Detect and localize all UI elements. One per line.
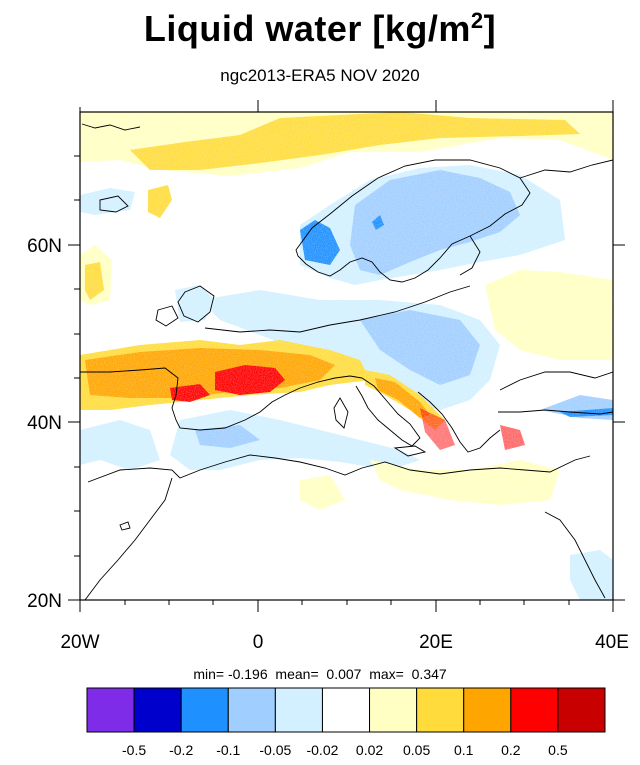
colorbar-swatch [557,687,606,733]
stat-min: -0.196 [227,666,268,682]
stats-line: min= -0.196 mean= 0.007 max= 0.347 [193,666,447,682]
colorbar: -0.5 -0.2 -0.1 -0.05 -0.02 0.02 0.05 0.1 0.2 0.5 [86,687,606,758]
colorbar-label: -0.02 [306,742,338,758]
colorbar-swatch [510,687,559,733]
x-tick-label-0: 0 [253,632,264,653]
y-tick-label-20n: 20N [27,591,62,612]
colorbar-label: -0.5 [122,742,146,758]
colorbar-swatch [227,687,276,733]
x-tick-label-40e: 40E [595,632,629,653]
colorbar-swatch [463,687,512,733]
stat-mean: 0.007 [326,666,362,682]
x-tick-label-20w: 20W [60,632,99,653]
colorbar-swatch [274,687,323,733]
colorbar-swatch [180,687,229,733]
colorbar-swatch [321,687,371,733]
map-subtitle: ngc2013-ERA5 NOV 2020 [220,66,420,85]
colorbar-swatch [86,687,135,733]
liquid-water-field [80,112,613,600]
colorbar-label: -0.1 [216,742,240,758]
colorbar-label: 0.02 [356,742,383,758]
colorbar-label: -0.05 [259,742,291,758]
x-tick-label-20e: 20E [419,632,453,653]
coastlines [80,123,613,600]
colorbar-label: 0.05 [403,742,430,758]
y-tick-label-60n: 60N [27,236,62,257]
colorbar-label: 0.1 [454,742,474,758]
y-tick-label-40n: 40N [27,413,62,434]
colorbar-label: -0.2 [169,742,193,758]
colorbar-swatch [369,687,418,733]
colorbar-swatch [416,687,465,733]
stat-max: 0.347 [411,666,447,682]
colorbar-swatch [133,687,182,733]
colorbar-label: 0.5 [548,742,568,758]
map-title: Liquid water [kg/m2] [143,8,497,49]
axis-ticks [68,100,625,612]
colorbar-label: 0.2 [501,742,521,758]
